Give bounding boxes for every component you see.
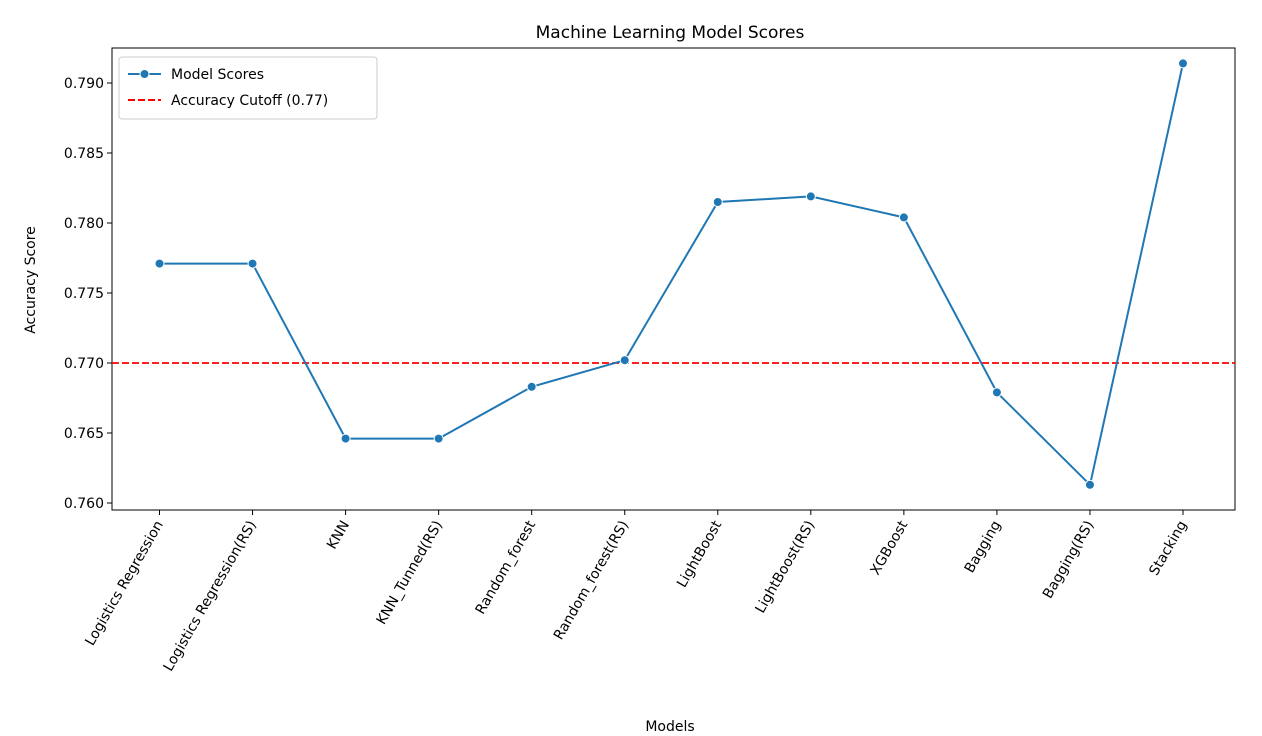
x-tick-label: LightBoost	[674, 518, 725, 591]
data-point	[898, 212, 909, 223]
legend-marker	[139, 69, 150, 79]
x-tick-label: LightBoost(RS)	[752, 518, 818, 616]
y-tick-label: 0.790	[64, 76, 104, 92]
data-point	[154, 258, 165, 269]
legend-entry-label: Accuracy Cutoff (0.77)	[171, 93, 328, 109]
chart-title: Machine Learning Model Scores	[536, 23, 805, 43]
x-axis-label: Models	[645, 719, 694, 735]
data-point	[991, 387, 1002, 398]
data-point	[619, 355, 630, 366]
series-line-model-scores	[159, 63, 1184, 487]
x-tick-label: Logistics Regression(RS)	[161, 518, 260, 674]
x-tick-label: Stacking	[1146, 518, 1190, 578]
axes-frame	[111, 47, 1236, 511]
y-tick-label: 0.760	[64, 496, 104, 512]
legend: Model Scores Accuracy Cutoff (0.77)	[118, 56, 378, 120]
data-point	[247, 258, 258, 269]
x-tick-label: Logistics Regression	[82, 518, 167, 649]
legend-entry-label: Model Scores	[171, 67, 264, 83]
legend-box	[118, 56, 378, 120]
data-point	[340, 433, 351, 444]
y-tick-label: 0.775	[64, 286, 104, 302]
x-tick-label: Bagging(RS)	[1040, 518, 1097, 601]
data-point	[1178, 58, 1188, 69]
data-point	[1084, 479, 1095, 490]
x-tick-label: Random_forest(RS)	[551, 518, 632, 643]
data-point	[805, 191, 816, 202]
x-tick-label: KNN	[324, 518, 353, 552]
x-tick-label: Random_forest	[473, 518, 540, 618]
y-tick-label: 0.785	[64, 146, 104, 162]
x-tick-label: XGBoost	[867, 518, 911, 578]
y-tick-label: 0.770	[64, 356, 104, 372]
y-tick-label: 0.780	[64, 216, 104, 232]
data-point	[526, 381, 537, 392]
y-tick-label: 0.765	[64, 426, 104, 442]
y-axis-label: Accuracy Score	[23, 226, 39, 334]
data-point	[433, 433, 444, 444]
x-tick-label: Bagging	[962, 518, 1005, 576]
plot-area: 0.760 0.765 0.770 0.775 0.780 0.785 0.790 Logis…	[64, 47, 1236, 674]
x-tick-label: KNN_Tunned(RS)	[374, 518, 446, 628]
data-point	[712, 197, 723, 207]
